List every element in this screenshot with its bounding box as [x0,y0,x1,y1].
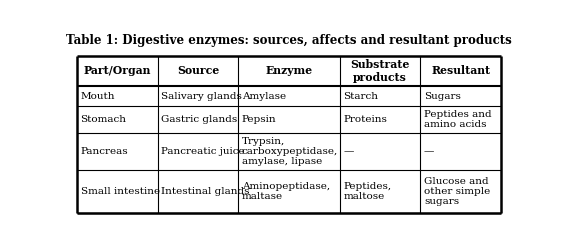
Text: Source: Source [177,65,219,76]
Text: Pancreatic juice: Pancreatic juice [161,147,245,156]
Text: Peptides and
amino acids: Peptides and amino acids [424,110,491,129]
Text: Mouth: Mouth [81,91,115,101]
Text: Salivary glands: Salivary glands [161,91,242,101]
Text: Proteins: Proteins [343,115,387,124]
Text: Stomach: Stomach [81,115,126,124]
Text: Peptides,
maltose: Peptides, maltose [343,182,391,201]
Text: Substrate
products: Substrate products [350,59,410,83]
Text: Enzyme: Enzyme [266,65,312,76]
Text: —: — [343,147,354,156]
Text: Trypsin,
carboxypeptidase,
amylase, lipase: Trypsin, carboxypeptidase, amylase, lipa… [242,136,338,166]
Text: Sugars: Sugars [424,91,461,101]
Text: Amylase: Amylase [242,91,286,101]
Text: Gastric glands: Gastric glands [161,115,237,124]
Text: Small intestine: Small intestine [81,187,160,196]
Text: Pancreas: Pancreas [81,147,128,156]
Text: Glucose and
other simple
sugars: Glucose and other simple sugars [424,177,490,206]
Text: Resultant: Resultant [431,65,490,76]
Text: Part/Organ: Part/Organ [83,65,151,76]
Text: Aminopeptidase,
maltase: Aminopeptidase, maltase [242,182,330,201]
Text: Starch: Starch [343,91,378,101]
Text: —: — [424,147,434,156]
Text: Table 1: Digestive enzymes: sources, affects and resultant products: Table 1: Digestive enzymes: sources, aff… [66,34,512,47]
Text: Intestinal glands: Intestinal glands [161,187,250,196]
Text: Pepsin: Pepsin [242,115,276,124]
